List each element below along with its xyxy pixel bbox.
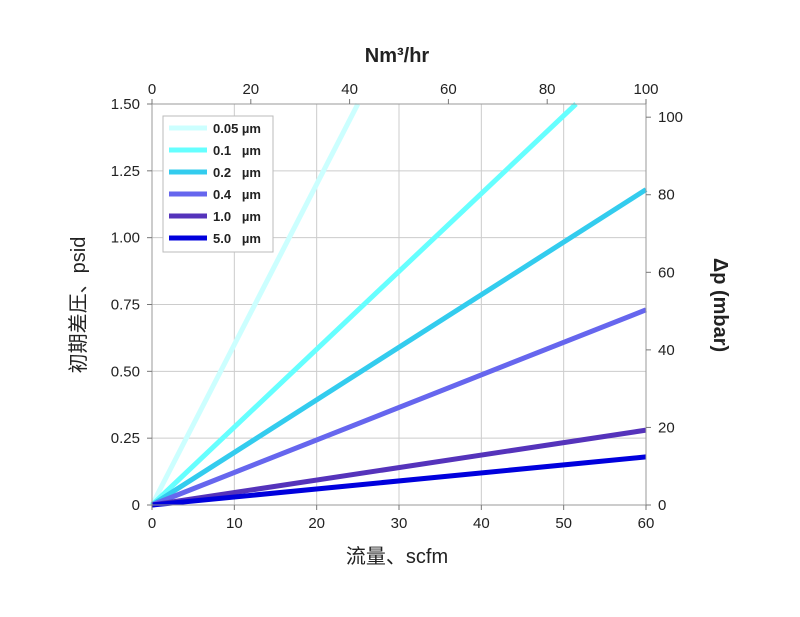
legend-label: 0.4 µm — [213, 187, 261, 202]
y-tick-label: 1.50 — [111, 96, 140, 113]
legend-label: 1.0 µm — [213, 209, 261, 224]
x-tick-label: 0 — [148, 515, 156, 532]
legend-label: 0.05 µm — [213, 121, 261, 136]
y-tick-label: 1.00 — [111, 230, 140, 247]
x-tick-label: 50 — [555, 515, 572, 532]
series-lines — [149, 102, 648, 508]
x-tick-label: 30 — [391, 515, 408, 532]
legend-box — [162, 115, 274, 253]
x-tick-label: 10 — [226, 515, 243, 532]
y-axis-title: 初期差圧、psid — [67, 237, 90, 374]
y-tick-label: 0.75 — [111, 297, 140, 314]
series-line — [151, 454, 647, 508]
series-line — [151, 307, 647, 508]
series-line — [150, 187, 648, 508]
legend-label: 5.0 µm — [213, 231, 261, 246]
series-line — [151, 427, 647, 508]
x-axis-title: 流量、scfm — [346, 545, 448, 568]
x2-axis-title: Nm³/hr — [365, 45, 430, 67]
y2-tick-label: 40 — [658, 342, 675, 359]
y2-tick-label: 60 — [658, 264, 675, 281]
y2-tick-label: 20 — [658, 419, 675, 436]
x2-tick-label: 80 — [539, 81, 556, 98]
x-tick-label: 20 — [308, 515, 325, 532]
x-tick-label: 40 — [473, 515, 490, 532]
y2-tick-label: 100 — [658, 109, 683, 126]
legend-label: 0.1 µm — [213, 143, 261, 158]
x2-tick-label: 20 — [242, 81, 259, 98]
x2-tick-label: 0 — [148, 81, 156, 98]
series-line — [149, 102, 361, 507]
y2-tick-label: 0 — [658, 497, 666, 514]
legend-label: 0.2 µm — [213, 165, 261, 180]
y-tick-label: 1.25 — [111, 163, 140, 180]
x2-tick-label: 100 — [633, 81, 658, 98]
y-tick-label: 0.25 — [111, 430, 140, 447]
x2-tick-label: 60 — [440, 81, 457, 98]
y2-tick-label: 80 — [658, 187, 675, 204]
x2-tick-label: 40 — [341, 81, 358, 98]
y-tick-label: 0.50 — [111, 363, 140, 380]
y-tick-label: 0 — [132, 497, 140, 514]
x-tick-label: 60 — [638, 515, 655, 532]
y2-axis-title: Δp (mbar) — [709, 258, 731, 352]
legend: 0.05 µm 0.1 µm 0.2 µm 0.4 µm 1.0 µm 5.0 µm — [162, 115, 274, 253]
series-line — [150, 102, 578, 507]
